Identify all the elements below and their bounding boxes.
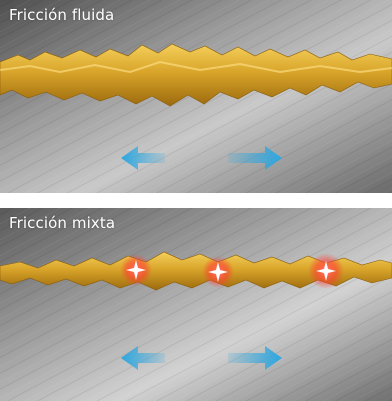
lubricant-film [0,43,392,107]
arrow-right-icon [228,146,282,170]
mixed-friction-illustration [0,208,392,401]
arrow-right-icon [228,346,282,370]
arrow-left-icon [121,346,165,370]
panel-title-mixed-friction: Fricción mixta [9,214,116,232]
metal-texture [0,208,392,401]
contact-point [120,254,152,286]
contact-point [308,253,344,289]
fluid-friction-illustration [0,0,392,193]
lubricant-highlight [0,60,392,74]
panel-mixed-friction: Fricción mixta [0,208,392,401]
panel-title-fluid-friction: Fricción fluida [9,6,115,24]
arrow-left-icon [121,146,165,170]
panel-fluid-friction: Fricción fluida [0,0,392,193]
contact-point [202,256,234,288]
